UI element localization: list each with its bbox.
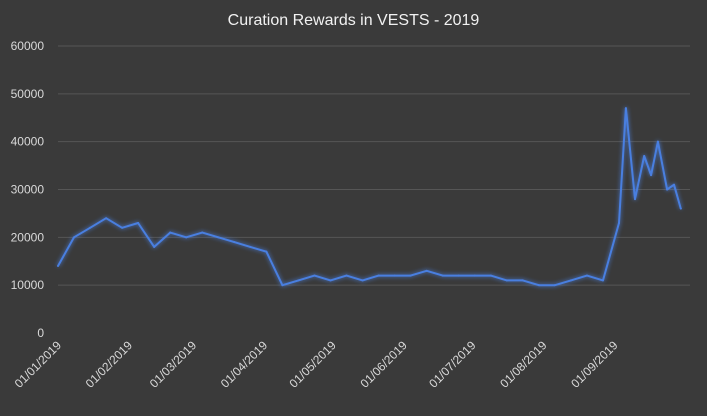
data-point	[73, 236, 76, 239]
x-tick-label: 01/03/2019	[147, 338, 200, 391]
data-point	[233, 241, 236, 244]
data-point	[361, 279, 364, 282]
x-tick-label: 01/09/2019	[568, 338, 621, 391]
data-point	[457, 274, 460, 277]
x-tick-label: 01/06/2019	[358, 338, 411, 391]
data-point	[505, 279, 508, 282]
y-tick-label: 20000	[11, 230, 45, 244]
data-point	[425, 269, 428, 272]
data-point	[569, 279, 572, 282]
data-point	[521, 279, 524, 282]
data-point	[329, 279, 332, 282]
data-point	[217, 236, 220, 239]
data-point	[489, 274, 492, 277]
data-point	[377, 274, 380, 277]
y-tick-label: 60000	[11, 39, 45, 53]
x-tick-label: 01/07/2019	[426, 338, 479, 391]
data-point	[345, 274, 348, 277]
data-point	[666, 188, 669, 191]
data-point	[201, 231, 204, 234]
data-point	[634, 198, 637, 201]
data-point	[537, 284, 540, 287]
data-point	[643, 155, 646, 158]
data-point	[393, 274, 396, 277]
data-point	[601, 279, 604, 282]
data-point	[650, 174, 653, 177]
data-point	[585, 274, 588, 277]
data-point	[185, 236, 188, 239]
data-point	[656, 140, 659, 143]
data-point	[153, 245, 156, 248]
data-point	[249, 245, 252, 248]
data-point	[169, 231, 172, 234]
x-tick-label: 01/02/2019	[83, 338, 136, 391]
data-point	[89, 226, 92, 229]
data-point	[313, 274, 316, 277]
data-point	[265, 250, 268, 253]
data-point	[679, 207, 682, 210]
series-line	[57, 107, 682, 287]
data-point	[624, 107, 627, 110]
data-point	[105, 217, 108, 220]
data-point	[618, 221, 621, 224]
x-tick-label: 01/04/2019	[218, 338, 271, 391]
data-point	[281, 284, 284, 287]
chart-title: Curation Rewards in VESTS - 2019	[227, 12, 480, 29]
x-tick-label: 01/08/2019	[497, 338, 550, 391]
data-point	[553, 284, 556, 287]
y-tick-label: 30000	[11, 183, 45, 197]
data-point	[409, 274, 412, 277]
y-tick-label: 50000	[11, 87, 45, 101]
y-tick-label: 0	[37, 326, 44, 340]
data-point	[57, 265, 59, 268]
data-point	[672, 183, 675, 186]
data-point	[441, 274, 444, 277]
y-tick-label: 10000	[11, 278, 45, 292]
data-point	[121, 226, 124, 229]
y-tick-label: 40000	[11, 135, 45, 149]
data-point	[137, 221, 140, 224]
x-tick-label: 01/01/2019	[12, 338, 65, 391]
x-tick-label: 01/05/2019	[287, 338, 340, 391]
data-point	[473, 274, 476, 277]
data-point	[297, 279, 300, 282]
